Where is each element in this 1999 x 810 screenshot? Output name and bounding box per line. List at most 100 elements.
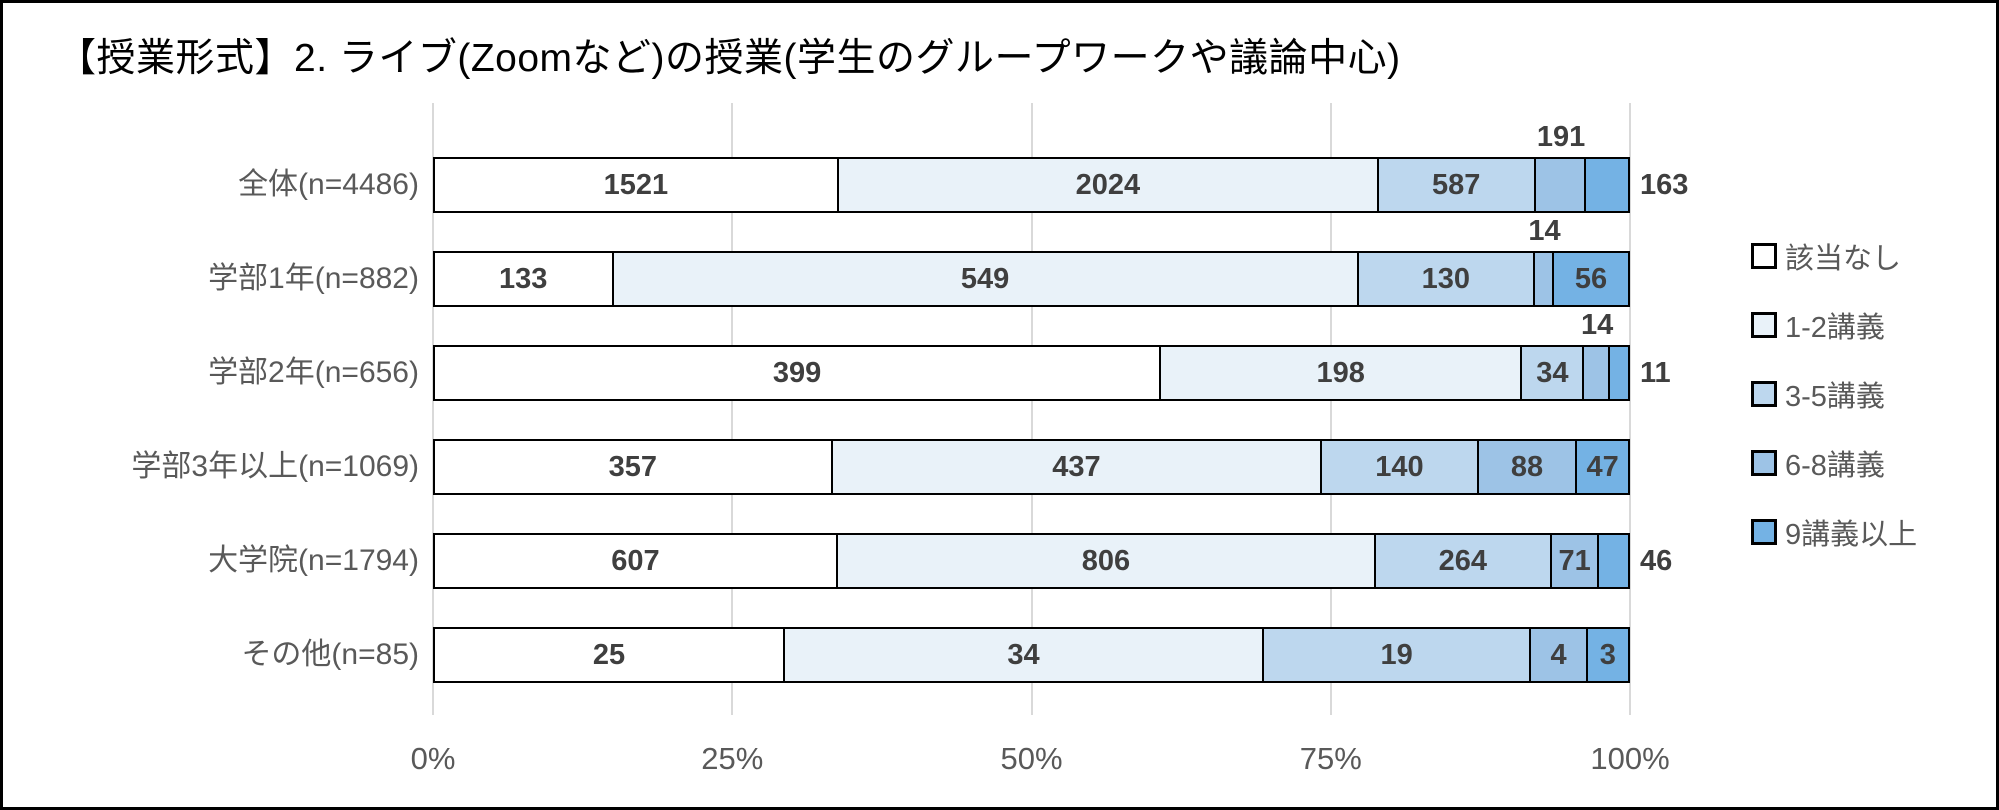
bar-segment (1599, 533, 1630, 589)
value-label: 357 (608, 450, 658, 483)
bar-segment: 56 (1553, 251, 1630, 307)
bar-segment (1534, 251, 1554, 307)
stacked-bar: 25 34 19 4 3 (433, 627, 1630, 683)
value-label: 56 (1574, 262, 1608, 295)
bar-segment (1535, 157, 1587, 213)
legend-item: 9講義以上 (1751, 517, 1917, 551)
stacked-bar: 607 806 264 71 (433, 533, 1630, 589)
bar-segment (1584, 345, 1610, 401)
gridline (1329, 103, 1332, 715)
value-label: 3 (1599, 638, 1616, 671)
legend-item: 1-2講義 (1751, 310, 1917, 344)
bar-segment: 806 (838, 533, 1376, 589)
category-label: 学部2年(n=656) (208, 356, 419, 389)
legend-label: 該当なし (1785, 243, 1902, 275)
category-label: 全体(n=4486) (238, 168, 419, 201)
bar-segment: 399 (433, 345, 1162, 401)
value-label: 587 (1432, 168, 1481, 201)
gridline (1629, 103, 1631, 715)
value-label: 399 (772, 356, 822, 389)
bar-row: 大学院(n=1794) 607 806 264 71 46 (208, 514, 1672, 608)
plot-area: 全体(n=4486) 1521 2024 587 191 163 学部1年(n=882) 13… (131, 103, 1688, 715)
legend-label: 1-2講義 (1785, 312, 1885, 344)
category-label: 大学院(n=1794) (208, 544, 419, 577)
stacked-bar: 133 549 130 56 (433, 251, 1630, 307)
bar-segment: 198 (1161, 345, 1523, 401)
axis-tick-label: 25% (701, 741, 764, 776)
bar-segment (1586, 157, 1630, 213)
legend-label: 9講義以上 (1785, 519, 1918, 551)
legend-swatch (1751, 243, 1777, 269)
axis-tick-label: 50% (1000, 741, 1063, 776)
bar-segment: 437 (832, 439, 1323, 495)
legend-item: 該当なし (1751, 241, 1917, 275)
category-label: 学部1年(n=882) (208, 262, 419, 295)
bar-segment: 3 (1587, 627, 1630, 683)
legend-swatch (1751, 381, 1777, 407)
bar-row: 学部1年(n=882) 133 549 130 56 14 (208, 215, 1630, 326)
value-label: 25 (592, 638, 626, 671)
category-label: 学部3年以上(n=1069) (131, 450, 419, 483)
bar-segment: 587 (1378, 157, 1536, 213)
bar-segment: 47 (1577, 439, 1630, 495)
legend-label: 3-5講義 (1785, 381, 1885, 413)
bar-segment: 130 (1358, 251, 1535, 307)
value-label: 88 (1510, 450, 1544, 483)
axis-tick-label: 0% (410, 741, 456, 776)
value-label: 19 (1380, 638, 1413, 671)
bar-segment: 549 (613, 251, 1359, 307)
value-label: 437 (1052, 450, 1101, 483)
value-label: 46 (1640, 545, 1673, 577)
bar-segment: 34 (1522, 345, 1585, 401)
gridline (432, 103, 434, 715)
value-label: 34 (1536, 356, 1569, 389)
value-label: 191 (1536, 121, 1586, 153)
bar-segment: 25 (433, 627, 786, 683)
bar-segment: 34 (785, 627, 1264, 683)
stacked-bar: 399 198 34 (433, 345, 1630, 401)
legend-item: 6-8講義 (1751, 448, 1917, 482)
gridline (1030, 103, 1033, 715)
value-label: 34 (1007, 638, 1040, 671)
gridline (731, 103, 734, 715)
value-label: 47 (1586, 450, 1619, 483)
value-label: 4 (1550, 638, 1567, 671)
value-label: 14 (1581, 309, 1614, 341)
category-label: その他(n=85) (241, 638, 419, 671)
axis-tick-label: 100% (1590, 741, 1670, 776)
legend: 該当なし 1-2講義 3-5講義 6-8講義 9講義以上 (1751, 241, 1917, 586)
value-label: 198 (1316, 356, 1365, 389)
bar-row: 学部3年以上(n=1069) 357 437 140 88 47 (131, 420, 1630, 514)
legend-item: 3-5講義 (1751, 379, 1917, 413)
bar-segment: 607 (433, 533, 838, 589)
value-label: 71 (1558, 544, 1591, 577)
value-label: 130 (1421, 262, 1470, 295)
legend-swatch (1751, 519, 1777, 545)
value-label: 140 (1375, 450, 1424, 483)
bar-segment: 357 (433, 439, 833, 495)
value-label: 806 (1081, 544, 1131, 577)
bar-segment: 19 (1263, 627, 1532, 683)
value-label: 2024 (1075, 168, 1141, 201)
bar-segment: 2024 (838, 157, 1379, 213)
bar-row: 全体(n=4486) 1521 2024 587 191 163 (238, 121, 1688, 232)
value-label: 11 (1640, 357, 1671, 389)
legend-swatch (1751, 450, 1777, 476)
value-label: 133 (499, 262, 548, 295)
value-label: 549 (960, 262, 1010, 295)
bar-segment: 71 (1551, 533, 1600, 589)
value-label: 163 (1640, 169, 1689, 201)
value-label: 1521 (603, 168, 669, 201)
value-label: 264 (1438, 544, 1488, 577)
bar-segment: 264 (1375, 533, 1552, 589)
chart-title: 【授業形式】2. ライブ(Zoomなど)の授業(学生のグループワークや議論中心) (57, 37, 1401, 80)
bar-segment: 4 (1531, 627, 1588, 683)
stacked-bar: 1521 2024 587 (433, 157, 1630, 213)
axis-tick-label: 75% (1299, 741, 1362, 776)
bar-segment: 88 (1478, 439, 1578, 495)
value-label: 14 (1528, 215, 1561, 247)
bar-row: その他(n=85) 25 34 19 4 3 (241, 608, 1630, 702)
bar-segment: 133 (433, 251, 614, 307)
bar-segment: 140 (1322, 439, 1479, 495)
